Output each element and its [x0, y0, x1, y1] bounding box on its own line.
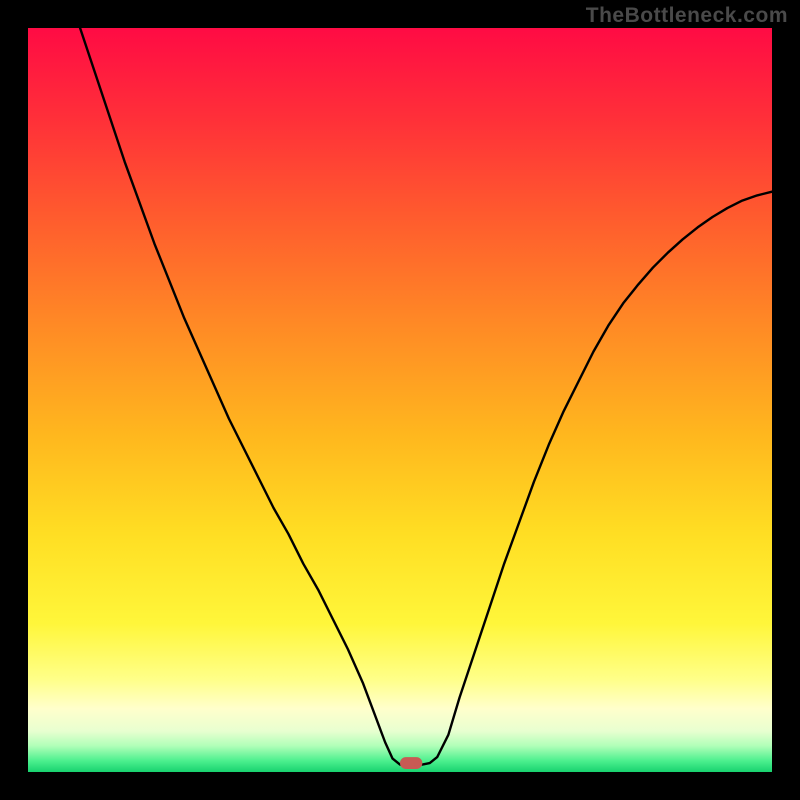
chart-stage: TheBottleneck.com — [0, 0, 800, 800]
plot-area — [28, 28, 772, 772]
bottleneck-curve-chart — [0, 0, 800, 800]
watermark-text: TheBottleneck.com — [586, 4, 788, 28]
min-point-marker — [400, 757, 422, 769]
